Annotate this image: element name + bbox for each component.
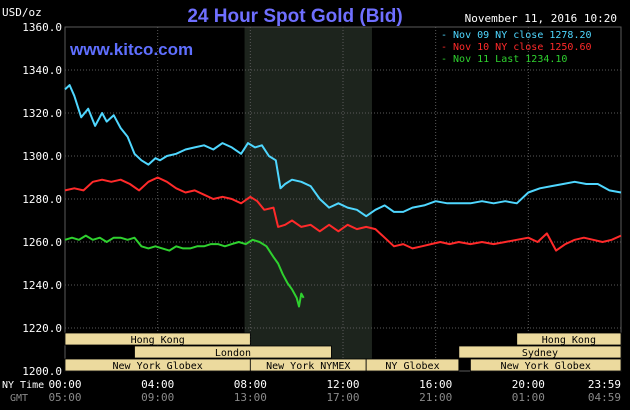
session-label: New York Globex xyxy=(501,361,591,372)
x-tick-label-gmt: 04:59 xyxy=(588,391,621,404)
session-bar: New York Globex xyxy=(470,358,622,372)
x-tick-label-gmt: 17:00 xyxy=(326,391,359,404)
y-tick-label: 1360.0 xyxy=(22,21,62,34)
session-label: Hong Kong xyxy=(542,335,596,346)
x-tick-label-ny: 08:00 xyxy=(234,378,267,391)
session-bar: New York NYMEX xyxy=(249,358,367,372)
session-label: London xyxy=(215,348,251,359)
series-line-1 xyxy=(64,84,622,218)
session-label: New York Globex xyxy=(113,361,203,372)
chart-title: 24 Hour Spot Gold (Bid) xyxy=(187,6,402,27)
y-axis-ticks: 1200.0 1220.0 1240.0 1260.0 1280.0 1300.0 1320… xyxy=(22,21,62,378)
x-tick-label-ny: 00:00 xyxy=(48,378,81,391)
x-tick-label-ny: 16:00 xyxy=(419,378,452,391)
x-tick-label-ny: 12:00 xyxy=(326,378,359,391)
legend-entry: - Nov 10 NY close 1250.60 xyxy=(441,42,592,53)
x-tick-label-gmt: 09:00 xyxy=(141,391,174,404)
session-bar-fill xyxy=(365,358,460,372)
series-line-3 xyxy=(64,234,305,308)
session-bar: London xyxy=(134,345,332,359)
y-tick-label: 1220.0 xyxy=(22,322,62,335)
series-line-2 xyxy=(64,176,622,252)
y-tick-label: 1300.0 xyxy=(22,150,62,163)
session-bar: Hong Kong xyxy=(64,332,251,346)
trading-session-bars: Hong Kong Hong Kong London Sydney New York G… xyxy=(64,332,622,372)
legend: - Nov 09 NY close 1278.20- Nov 10 NY clo… xyxy=(441,30,592,65)
y-tick-label: 1200.0 xyxy=(22,365,62,378)
x-tick-label-ny: 04:00 xyxy=(141,378,174,391)
session-bar-fill xyxy=(516,332,622,346)
y-tick-label: 1260.0 xyxy=(22,236,62,249)
session-bar: NY Globex xyxy=(365,358,460,372)
session-label: NY Globex xyxy=(385,361,439,372)
session-bar-fill xyxy=(458,345,622,359)
session-bar: Sydney xyxy=(458,345,622,359)
ny-time-label: NY Time xyxy=(2,380,44,391)
x-tick-label-ny: 23:59 xyxy=(588,378,621,391)
session-label: New York NYMEX xyxy=(266,361,350,372)
session-label: Hong Kong xyxy=(131,335,185,346)
x-tick-label-ny: 20:00 xyxy=(512,378,545,391)
gmt-label: GMT xyxy=(10,393,28,404)
y-tick-label: 1320.0 xyxy=(22,107,62,120)
y-tick-label: 1240.0 xyxy=(22,279,62,292)
x-tick-label-gmt: 01:00 xyxy=(512,391,545,404)
x-tick-label-gmt: 21:00 xyxy=(419,391,452,404)
session-bar: New York Globex xyxy=(64,358,251,372)
x-tick-label-gmt: 05:00 xyxy=(48,391,81,404)
legend-entry: - Nov 11 Last 1234.10 xyxy=(441,54,567,65)
x-tick-label-gmt: 13:00 xyxy=(234,391,267,404)
session-bar-fill xyxy=(134,345,332,359)
timestamp: November 11, 2016 10:20 xyxy=(465,12,617,25)
price-series xyxy=(64,84,622,308)
session-bar-fill xyxy=(470,358,622,372)
session-bar-fill xyxy=(64,332,251,346)
y-tick-label: 1280.0 xyxy=(22,193,62,206)
y-tick-label: 1340.0 xyxy=(22,64,62,77)
kitco-watermark: www.kitco.com xyxy=(69,40,193,59)
legend-entry: - Nov 09 NY close 1278.20 xyxy=(441,30,592,41)
session-label: Sydney xyxy=(522,348,558,359)
y-axis-unit-label: USD/oz xyxy=(2,6,42,19)
session-bar: Hong Kong xyxy=(516,332,622,346)
